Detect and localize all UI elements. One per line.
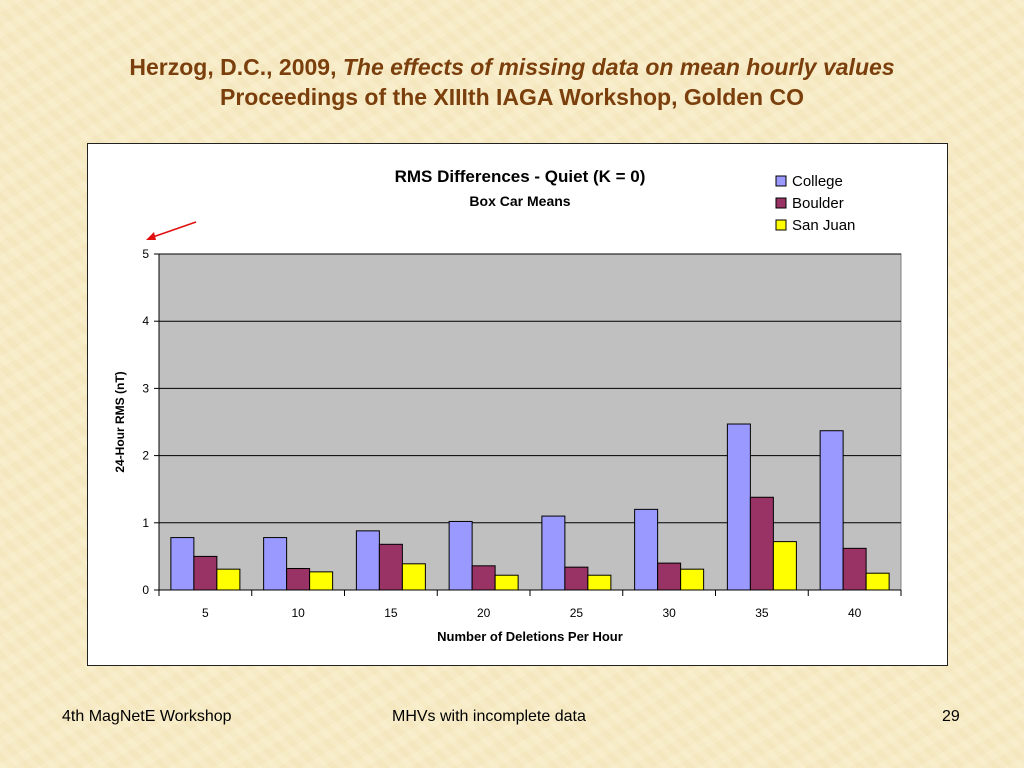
bar-san-juan-25 xyxy=(587,574,612,591)
bar-college-5 xyxy=(170,537,195,591)
plot-area: 0 1 2 3 4 5 5 10 15 20 25 30 35 40 xyxy=(142,247,902,620)
x-tick-label: 10 xyxy=(291,606,305,620)
bar-boulder-15 xyxy=(378,543,403,591)
y-tick-label: 3 xyxy=(142,381,149,395)
legend-swatch-college xyxy=(775,175,787,187)
plot-background xyxy=(158,253,902,591)
legend-label-college: College xyxy=(792,173,843,190)
chart-legend: College Boulder San Juan xyxy=(775,173,855,234)
citation-author: Herzog, D.C., 2009, xyxy=(129,54,343,80)
bar-college-20 xyxy=(448,520,473,591)
annotation-arrow xyxy=(149,221,197,239)
y-tick-label: 2 xyxy=(142,449,149,463)
bar-boulder-5 xyxy=(193,555,218,591)
bar-college-10 xyxy=(263,537,288,591)
bar-college-25 xyxy=(541,515,566,591)
bar-college-15 xyxy=(355,530,380,591)
title-line-2: Proceedings of the XIIIth IAGA Workshop,… xyxy=(220,84,804,110)
legend-label-boulder: Boulder xyxy=(792,195,844,212)
chart-title: RMS Differences - Quiet (K = 0) xyxy=(395,167,646,186)
x-tick-label: 15 xyxy=(384,606,398,620)
bar-san-juan-20 xyxy=(494,574,519,591)
bar-boulder-25 xyxy=(564,566,589,591)
bar-boulder-30 xyxy=(657,562,682,591)
x-axis-label: Number of Deletions Per Hour xyxy=(437,629,623,644)
chart-subtitle: Box Car Means xyxy=(469,193,570,209)
bar-boulder-35 xyxy=(749,496,774,591)
slide-number: 29 xyxy=(942,708,960,725)
x-tick-label: 30 xyxy=(662,606,676,620)
legend-label-san-juan: San Juan xyxy=(792,217,855,234)
x-tick-label: 25 xyxy=(570,606,584,620)
bar-san-juan-5 xyxy=(216,568,241,591)
bar-san-juan-30 xyxy=(680,568,705,591)
y-tick-label: 5 xyxy=(142,247,149,261)
bar-college-40 xyxy=(819,430,844,591)
bar-college-35 xyxy=(726,423,751,591)
x-tick-label: 40 xyxy=(848,606,862,620)
bar-san-juan-35 xyxy=(772,541,797,591)
legend-swatch-san-juan xyxy=(775,219,787,231)
x-tick-label: 20 xyxy=(477,606,491,620)
y-axis-label: 24-Hour RMS (nT) xyxy=(113,371,127,472)
annotation-arrow-head xyxy=(146,232,156,240)
bar-boulder-10 xyxy=(286,567,311,591)
chart-frame: RMS Differences - Quiet (K = 0) Box Car … xyxy=(87,143,948,666)
x-tick-label: 5 xyxy=(202,606,209,620)
footer-workshop-name: 4th MagNetE Workshop xyxy=(62,708,232,725)
rms-bar-chart: RMS Differences - Quiet (K = 0) Box Car … xyxy=(113,167,902,644)
bar-san-juan-40 xyxy=(865,572,890,591)
citation-paper-title: The effects of missing data on mean hour… xyxy=(342,54,895,80)
bar-boulder-40 xyxy=(842,547,867,591)
footer-presentation-title: MHVs with incomplete data xyxy=(392,708,586,725)
bar-boulder-20 xyxy=(471,565,496,591)
y-tick-label: 4 xyxy=(142,314,149,328)
bar-san-juan-15 xyxy=(401,563,426,591)
title-line-1: Herzog, D.C., 2009, The effects of missi… xyxy=(0,52,1024,82)
y-tick-label: 1 xyxy=(142,516,149,530)
legend-swatch-boulder xyxy=(775,197,787,209)
y-tick-label: 0 xyxy=(142,583,149,597)
bar-college-30 xyxy=(634,508,659,591)
x-tick-label: 35 xyxy=(755,606,769,620)
slide-title: Herzog, D.C., 2009, The effects of missi… xyxy=(0,52,1024,112)
bar-san-juan-10 xyxy=(309,571,334,591)
